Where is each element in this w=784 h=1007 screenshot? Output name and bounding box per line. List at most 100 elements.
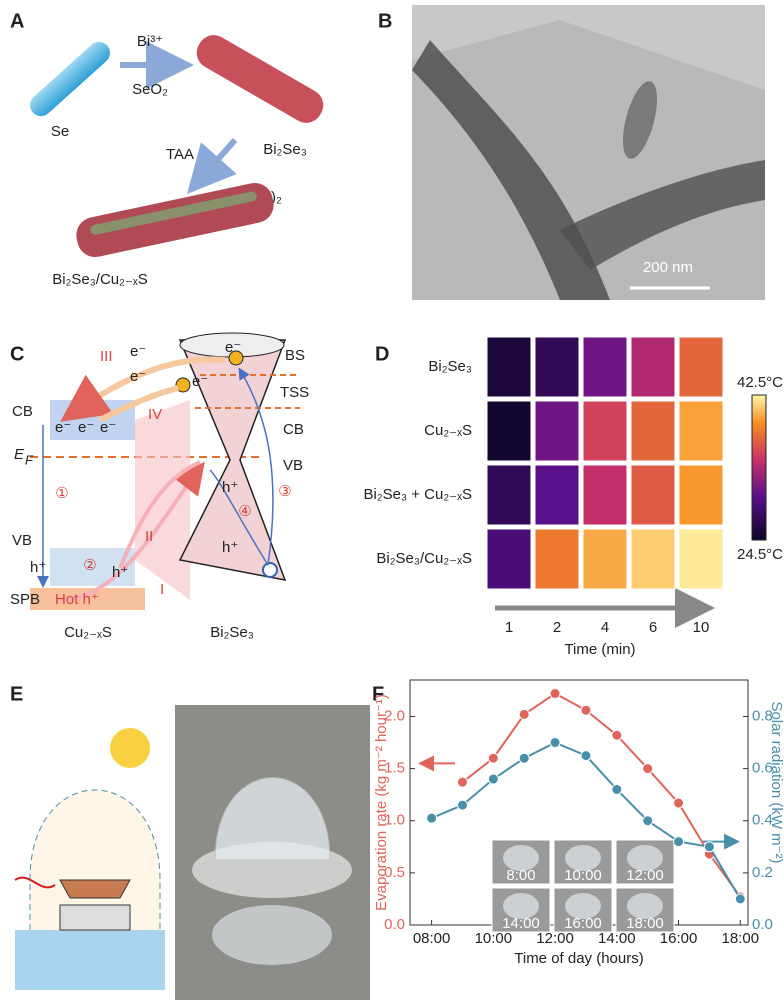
text: Bi₂Se₃/Cu₂₋ₓS bbox=[52, 271, 148, 288]
composite-rod bbox=[90, 191, 257, 235]
arrow-band bbox=[135, 400, 190, 600]
x-axis-label: Time (min) bbox=[564, 641, 635, 658]
text: CB bbox=[283, 421, 304, 438]
panel-label: C bbox=[10, 343, 24, 365]
inset-label: 12:00 bbox=[626, 867, 664, 884]
inset-label: 14:00 bbox=[502, 915, 540, 932]
row-label: Cu₂₋ₓS bbox=[424, 422, 472, 439]
data-point bbox=[518, 708, 530, 720]
y2-tick-label: 0.6 bbox=[752, 760, 773, 777]
y2-tick-label: 0.0 bbox=[752, 916, 773, 933]
text: e⁻ bbox=[130, 343, 146, 360]
y-tick-label: 0.5 bbox=[384, 864, 405, 881]
text: e⁻ bbox=[130, 368, 146, 385]
x-tick-label: 14:00 bbox=[598, 930, 636, 947]
text: ③ bbox=[278, 483, 291, 500]
text: ① bbox=[55, 485, 68, 502]
text: e⁻ bbox=[100, 419, 116, 436]
tem-image bbox=[560, 160, 765, 270]
panel-d: D 42.5°C 24.5°C Time (min) Bi₂Se₃ Cu₂₋ₓS B… bbox=[363, 336, 783, 658]
y-tick-label: 2.0 bbox=[384, 707, 405, 724]
absorber bbox=[59, 879, 131, 899]
panel-label: B bbox=[378, 10, 392, 32]
thermal-cell bbox=[582, 528, 628, 590]
thermal-cell bbox=[582, 400, 628, 462]
text: h⁺ bbox=[222, 539, 238, 556]
x-tick-label: 4 bbox=[601, 619, 609, 636]
text: SPB bbox=[10, 591, 40, 608]
y2-axis-label: Solar radiation (kW m⁻²) bbox=[768, 701, 784, 863]
row-label: Bi₂Se₃ + Cu₂₋ₓS bbox=[363, 486, 472, 503]
y2-tick-label: 0.4 bbox=[752, 812, 773, 829]
text: F bbox=[25, 452, 34, 467]
text: TSS bbox=[280, 384, 309, 401]
x-axis-label: Time of day (hours) bbox=[514, 950, 644, 967]
text: Hot h⁺ bbox=[55, 591, 99, 608]
tem-image bbox=[412, 5, 765, 90]
text: IV bbox=[148, 406, 162, 423]
data-point bbox=[518, 752, 530, 764]
data-point bbox=[549, 688, 561, 700]
data-point bbox=[611, 783, 623, 795]
panel-label: F bbox=[372, 683, 384, 705]
inset-label: 8:00 bbox=[506, 867, 535, 884]
thermal-cell bbox=[534, 400, 580, 462]
data-point bbox=[487, 773, 499, 785]
inset-photo bbox=[503, 893, 539, 919]
tem-image bbox=[622, 81, 658, 159]
inset-photo bbox=[627, 893, 663, 919]
text: Se bbox=[51, 123, 69, 140]
text: II bbox=[145, 528, 153, 545]
panel-label: D bbox=[375, 343, 389, 365]
thermal-cell bbox=[534, 464, 580, 526]
dirac-cone bbox=[178, 339, 287, 581]
arrow bbox=[118, 460, 201, 569]
x-tick-label: 1 bbox=[505, 619, 513, 636]
text: Bi₂Se₃ bbox=[263, 141, 307, 158]
x-tick-label: 2 bbox=[553, 619, 561, 636]
data-point bbox=[456, 776, 468, 788]
text: h⁺ bbox=[112, 564, 128, 581]
colorbar bbox=[751, 394, 767, 541]
y-tick-label: 0.0 bbox=[384, 916, 405, 933]
thermal-cell bbox=[630, 528, 676, 590]
x-tick-label: 16:00 bbox=[660, 930, 698, 947]
water bbox=[15, 930, 165, 990]
thermal-cell bbox=[678, 464, 724, 526]
thermal-cell bbox=[630, 336, 676, 398]
y2-tick-label: 0.2 bbox=[752, 864, 773, 881]
thermal-cell bbox=[582, 336, 628, 398]
text: ④ bbox=[238, 503, 251, 520]
electron bbox=[228, 350, 244, 366]
text: 200 nm bbox=[643, 259, 693, 276]
data-point bbox=[673, 836, 685, 848]
panel-label: E bbox=[10, 683, 23, 705]
band bbox=[30, 588, 145, 610]
se-rod bbox=[30, 41, 110, 117]
inset-label: 16:00 bbox=[564, 915, 602, 932]
data-point bbox=[703, 841, 715, 853]
text: VB bbox=[12, 532, 32, 549]
bise-rod bbox=[196, 35, 324, 123]
panel-b: B 200 nm bbox=[378, 5, 765, 300]
text: VB bbox=[283, 457, 303, 474]
arrow bbox=[59, 461, 205, 602]
data-point bbox=[611, 729, 623, 741]
data-point bbox=[580, 704, 592, 716]
series-line bbox=[461, 692, 742, 898]
thermal-cell bbox=[534, 336, 580, 398]
arrow bbox=[187, 138, 238, 194]
text: Cu₂₋ₓS bbox=[64, 624, 112, 641]
inset-label: 10:00 bbox=[564, 867, 602, 884]
arrow bbox=[238, 367, 274, 566]
thermal-cell bbox=[582, 464, 628, 526]
text: 24.5°C bbox=[737, 546, 783, 563]
thermal-cell bbox=[678, 528, 724, 590]
inset-photo bbox=[565, 845, 601, 871]
thermal-cell bbox=[534, 528, 580, 590]
panel-f: F 08:00 10:00 12:00 14:00 16:00 18:000.00.51.… bbox=[372, 679, 784, 967]
x-tick-label: 6 bbox=[649, 619, 657, 636]
photo bbox=[214, 777, 331, 861]
y-axis-label: Evaporation rate (kg m⁻² hour⁻¹) bbox=[373, 694, 390, 911]
